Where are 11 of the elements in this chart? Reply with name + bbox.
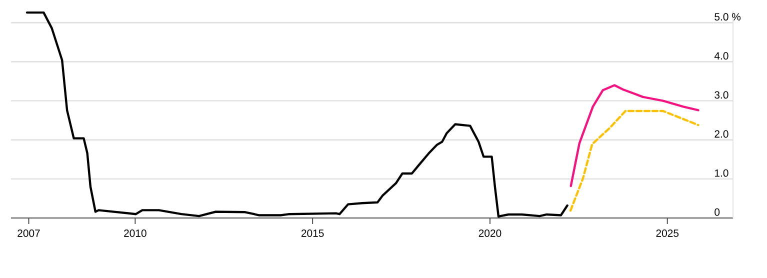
x-tick-label: 2010 — [124, 230, 146, 237]
y-tick-label: 0 — [714, 208, 720, 216]
x-tick-label: 2007 — [18, 230, 40, 237]
x-tick-label: 2020 — [478, 230, 502, 237]
y-tick-label: 3.0 — [714, 91, 728, 99]
x-tick-label: 2015 — [301, 230, 324, 237]
y-tick-label: 4.0 — [714, 52, 728, 60]
y-tick-label: 5.0 % — [714, 13, 741, 21]
y-tick-label: 2.0 — [714, 130, 728, 138]
x-tick-label: 2025 — [656, 230, 679, 237]
y-tick-label: 1.0 — [714, 169, 728, 177]
